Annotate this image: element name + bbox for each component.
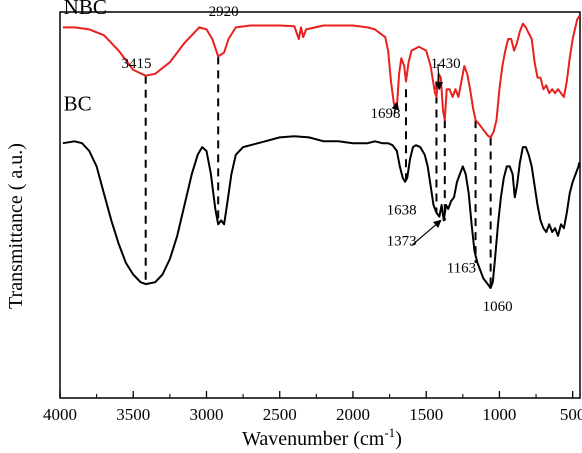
x-axis-title: Wavenumber (cm-1) <box>242 425 402 450</box>
plot-frame-layer: 4000 3500 3000 2500 2000 1500 1000 500 <box>43 11 582 424</box>
peak-label: 1430 <box>431 56 461 72</box>
peak-arrow <box>411 219 442 246</box>
x-tick-label: 4000 <box>43 405 77 424</box>
series-line-nbc <box>62 15 581 139</box>
x-axis-title-close: ) <box>395 428 402 450</box>
peak-label: 3415 <box>122 56 152 72</box>
series-line-bc <box>62 135 581 289</box>
label-layer: NBC BC 3415 2920 1698 1430 1638 1373 1163 1060 <box>64 0 513 315</box>
series-label: NBC <box>64 0 107 19</box>
arrow-layer <box>391 64 443 246</box>
dashed-guide-layer <box>144 56 492 288</box>
peak-label: 2920 <box>209 4 239 20</box>
x-tick-label: 3000 <box>189 405 223 424</box>
x-tick-label: 500 <box>560 405 582 424</box>
x-tick-label: 2500 <box>263 405 297 424</box>
series-label: BC <box>64 91 92 115</box>
peak-arrow <box>434 64 443 91</box>
x-tick-label: 3500 <box>116 405 150 424</box>
peak-label: 1698 <box>371 106 401 122</box>
peak-label: 1638 <box>387 203 417 219</box>
x-axis-title-sup: -1 <box>384 425 395 440</box>
x-axis-title-text: Wavenumber (cm <box>242 428 385 450</box>
x-tick-label: 2000 <box>336 405 370 424</box>
peak-label: 1373 <box>387 234 417 250</box>
x-tick-label: 1000 <box>482 405 516 424</box>
y-axis-title: Transmittance ( a.u.) <box>5 143 27 309</box>
peak-label: 1060 <box>483 299 513 315</box>
peak-label: 1163 <box>447 261 476 277</box>
plot-frame <box>59 11 581 399</box>
peak-arrow <box>391 101 400 115</box>
x-tick-label: 1500 <box>409 405 443 424</box>
series-layer <box>62 15 581 289</box>
